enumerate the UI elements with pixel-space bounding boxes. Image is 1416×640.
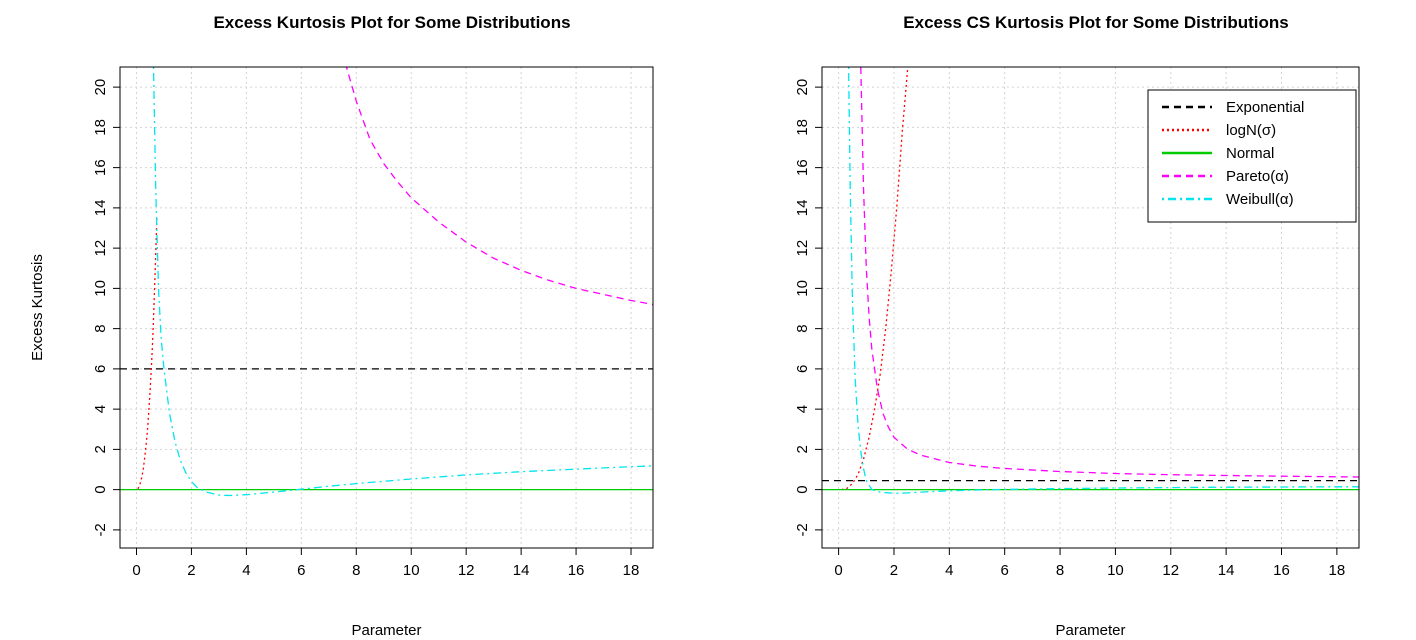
legend-label: Exponential [1226, 99, 1304, 116]
y-tick-label: 2 [92, 445, 109, 453]
chart-panel-2: 0 2 4 6 8 10 12 14 16 18 -2 0 2 4 6 8 10 12 14 16 18 20 Excess… [794, 13, 1360, 639]
chart-panel-1: 0 2 4 6 8 10 12 14 16 18 -2 0 2 4 6 8 10 12 14 16 18 20 Excess… [29, 13, 654, 639]
y-tick-label: 10 [92, 280, 109, 297]
x-axis-title: Parameter [1055, 622, 1125, 639]
series-line-logn [137, 215, 158, 490]
y-tick-label: 14 [794, 200, 811, 217]
x-tick-label: 12 [458, 562, 475, 579]
y-tick-label: 16 [92, 159, 109, 176]
legend-label: Weibull(α) [1226, 191, 1294, 208]
y-tick-label: 18 [92, 119, 109, 136]
x-tick-label: 16 [1273, 562, 1290, 579]
legend-label: Normal [1226, 145, 1274, 162]
x-tick-label: 14 [513, 562, 530, 579]
x-tick-label: 4 [945, 562, 953, 579]
x-tick-label: 18 [1329, 562, 1346, 579]
plot-frame [119, 66, 654, 549]
y-tick-label: 8 [794, 324, 811, 332]
series-line-pareto [345, 67, 653, 306]
y-tick-label: 6 [92, 365, 109, 373]
x-tick-label: 8 [352, 562, 360, 579]
y-tick-label: 18 [794, 119, 811, 136]
legend-label: Pareto(α) [1226, 168, 1289, 185]
y-tick-label: 12 [794, 240, 811, 257]
x-tick-label: 0 [132, 562, 140, 579]
legend-label: logN(σ) [1226, 122, 1276, 139]
x-tick-label: 6 [1001, 562, 1009, 579]
x-tick-label: 18 [623, 562, 640, 579]
y-tick-label: 4 [794, 405, 811, 413]
y-tick-label: 0 [794, 485, 811, 493]
series-line-weibull [152, 67, 653, 497]
legend: Exponential logN(σ) Normal Pareto(α) Weibull… [1147, 89, 1357, 223]
chart-title: Excess CS Kurtosis Plot for Some Distrib… [903, 13, 1288, 32]
chart-title: Excess Kurtosis Plot for Some Distributi… [213, 13, 570, 32]
y-tick-label: 0 [92, 485, 109, 493]
y-tick-label: 20 [794, 79, 811, 96]
x-axis-title: Parameter [351, 622, 421, 639]
y-tick-label: 6 [794, 365, 811, 373]
legend-box [1147, 89, 1357, 223]
x-tick-label: 16 [568, 562, 585, 579]
x-tick-label: 2 [187, 562, 195, 579]
y-tick-label: 2 [794, 445, 811, 453]
y-tick-label: 8 [92, 324, 109, 332]
y-tick-label: 14 [92, 200, 109, 217]
y-tick-label: 4 [92, 405, 109, 413]
x-tick-label: 4 [242, 562, 250, 579]
y-tick-label: -2 [92, 523, 109, 536]
y-tick-label: 16 [794, 159, 811, 176]
y-tick-label: 20 [92, 79, 109, 96]
x-tick-label: 0 [834, 562, 842, 579]
plot-frame [821, 66, 1360, 549]
x-tick-label: 14 [1218, 562, 1235, 579]
x-tick-label: 12 [1162, 562, 1179, 579]
x-tick-label: 8 [1056, 562, 1064, 579]
y-tick-label: 10 [794, 280, 811, 297]
series-line-logn [841, 67, 909, 491]
y-tick-label: 12 [92, 240, 109, 257]
x-tick-label: 10 [403, 562, 420, 579]
y-axis-title: Excess Kurtosis [29, 254, 46, 361]
x-tick-label: 2 [890, 562, 898, 579]
series-line-weibull [847, 67, 1359, 494]
x-tick-label: 6 [297, 562, 305, 579]
y-tick-label: -2 [794, 523, 811, 536]
x-tick-label: 10 [1107, 562, 1124, 579]
